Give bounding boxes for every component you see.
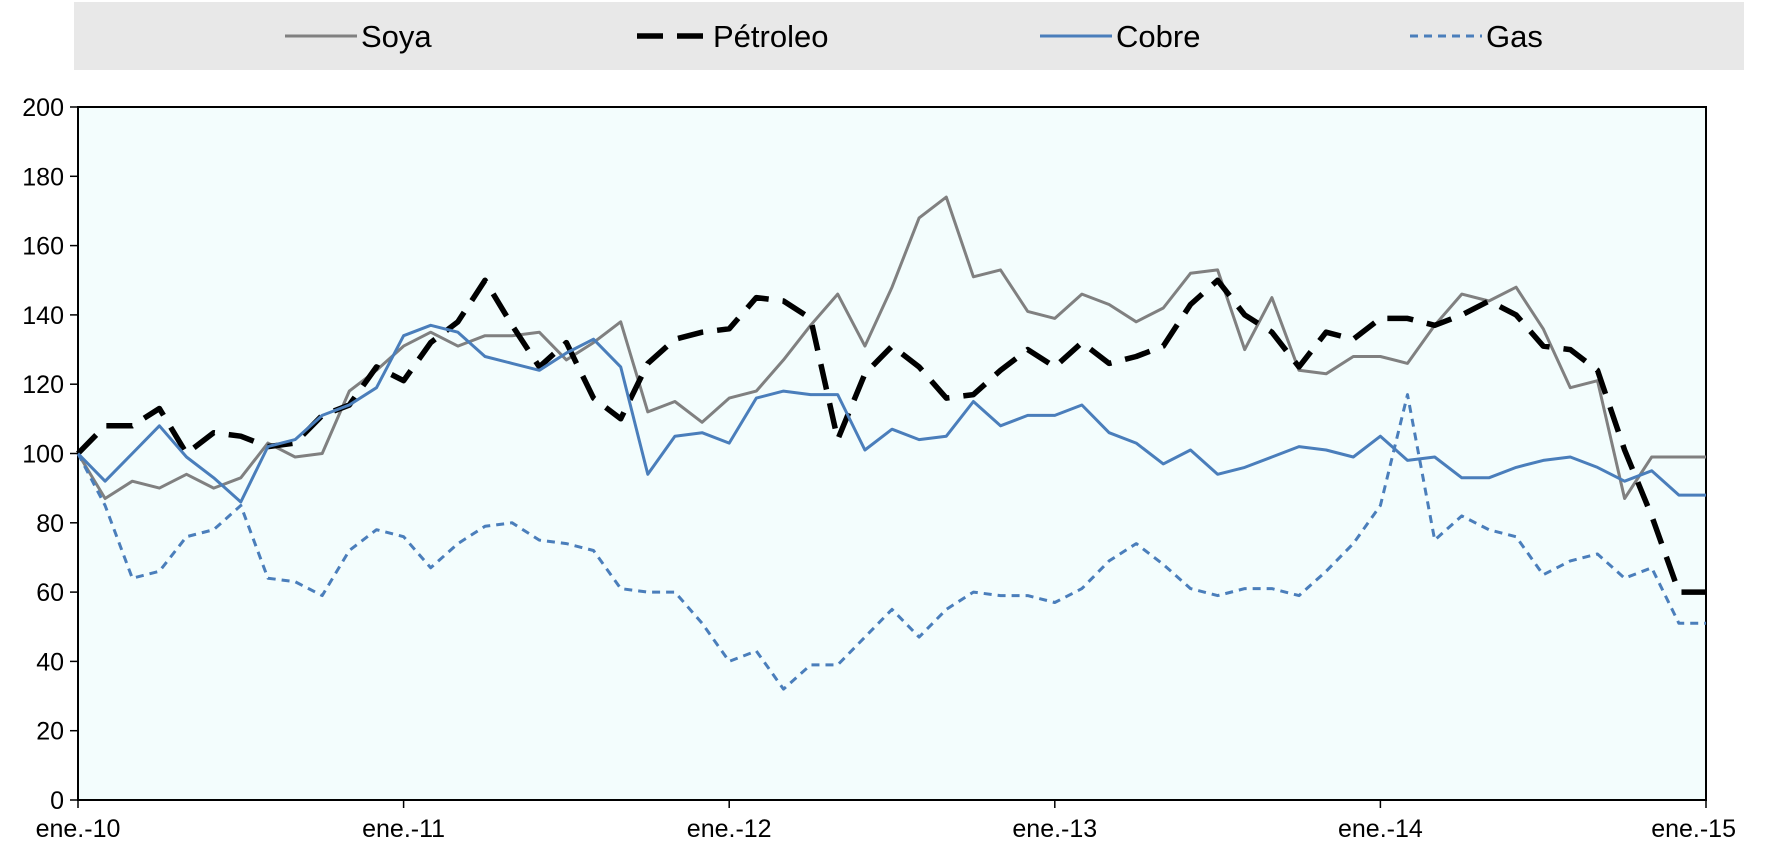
x-tick-label: ene.-10 [36, 815, 121, 843]
series-layer [76, 195, 1706, 691]
x-axis: ene.-10 ene.-11 ene.-12 ene.-13 ene.-14 ene.-… [36, 800, 1736, 843]
y-tick-label: 200 [22, 94, 64, 122]
legend-label: Soya [361, 19, 432, 54]
y-tick-label: 20 [36, 718, 64, 746]
y-tick-label: 120 [22, 371, 64, 399]
y-tick-label: 60 [36, 579, 64, 607]
series-line-4 [76, 393, 1706, 691]
y-tick-label: 0 [50, 787, 64, 815]
y-tick-label: 80 [36, 510, 64, 538]
y-axis: 0 20 40 60 80 100 120 140 160 180 200 [22, 94, 78, 815]
x-tick-label: ene.-12 [687, 815, 772, 843]
x-tick-label: ene.-11 [362, 815, 445, 843]
plot-area [77, 106, 1707, 801]
x-tick-label: ene.-13 [1012, 815, 1097, 843]
series-line-3 [76, 323, 1706, 504]
x-tick-label: ene.-15 [1651, 815, 1736, 843]
x-tick-label: ene.-14 [1338, 815, 1423, 843]
legend: Soya Pétroleo Cobre Gas [285, 19, 1543, 54]
legend-label: Cobre [1116, 19, 1200, 54]
y-tick-label: 100 [22, 441, 64, 469]
legend-label: Pétroleo [713, 19, 828, 54]
y-tick-label: 140 [22, 302, 64, 330]
y-tick-label: 160 [22, 233, 64, 261]
y-tick-label: 180 [22, 163, 64, 191]
y-tick-label: 40 [36, 648, 64, 676]
legend-label: Gas [1486, 19, 1543, 54]
